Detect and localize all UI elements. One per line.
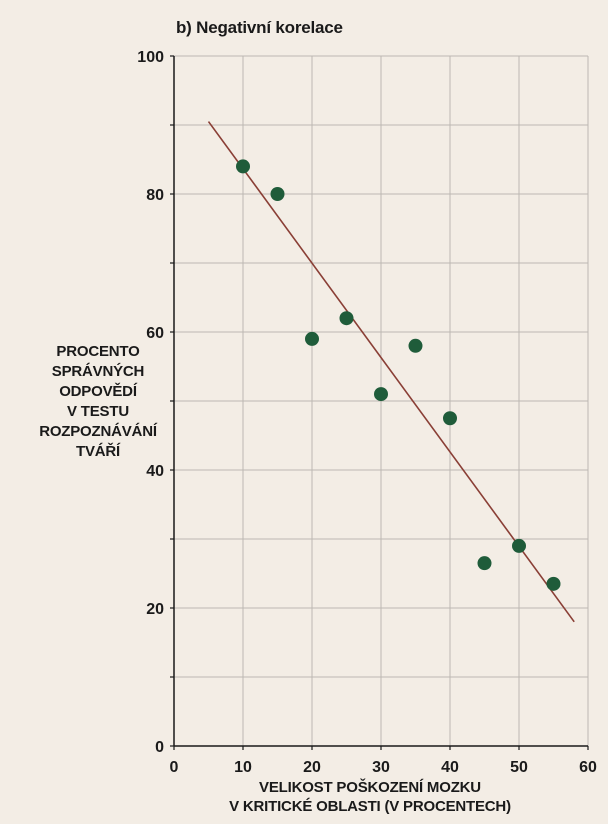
data-point	[477, 556, 492, 571]
trend-line	[207, 121, 575, 623]
y-tick-label: 60	[146, 325, 164, 342]
y-tick-label: 100	[137, 49, 164, 66]
y-axis-title-line: ROZPOZNÁVÁNÍ	[39, 423, 157, 440]
y-tick-label: 0	[155, 739, 164, 756]
data-point	[236, 159, 250, 174]
tick-labels: 0 20 40 60 80 100 0 10 20 30 40 50 60	[137, 49, 597, 776]
x-axis-title: VELIKOST POŠKOZENÍ MOZKU V KRITICKÉ OBLA…	[170, 778, 570, 816]
data-point	[546, 576, 561, 591]
data-points	[236, 159, 561, 591]
x-tick-label: 20	[303, 759, 321, 776]
x-axis-title-line: VELIKOST POŠKOZENÍ MOZKU	[259, 779, 481, 796]
data-point	[443, 411, 457, 426]
x-axis-title-line: V KRITICKÉ OBLASTI (V PROCENTECH)	[229, 798, 511, 815]
y-tick-label: 80	[146, 187, 164, 204]
data-point	[270, 187, 285, 201]
trend-line-group	[207, 121, 575, 623]
x-tick-label: 50	[510, 759, 528, 776]
y-axis-title-line: V TESTU	[67, 403, 129, 420]
y-tick-label: 20	[146, 601, 164, 618]
data-point	[339, 311, 354, 326]
y-axis-title-line: ODPOVĚDÍ	[59, 383, 137, 400]
axes	[170, 55, 589, 750]
y-axis-title-line: PROCENTO	[56, 343, 140, 360]
x-tick-label: 60	[579, 759, 597, 776]
x-tick-label: 0	[170, 759, 179, 776]
data-point	[374, 387, 388, 402]
data-point	[408, 338, 423, 353]
data-point	[305, 331, 319, 346]
y-tick-label: 40	[146, 463, 164, 480]
x-tick-label: 30	[372, 759, 390, 776]
chart-title: b) Negativní korelace	[176, 18, 343, 37]
y-axis-title: PROCENTO SPRÁVNÝCH ODPOVĚDÍ V TESTU ROZP…	[28, 342, 168, 462]
y-axis-title-line: TVÁŘÍ	[75, 443, 120, 460]
x-tick-label: 40	[441, 759, 459, 776]
x-tick-label: 10	[234, 759, 252, 776]
y-axis-title-line: SPRÁVNÝCH	[51, 363, 145, 380]
data-point	[512, 538, 526, 553]
